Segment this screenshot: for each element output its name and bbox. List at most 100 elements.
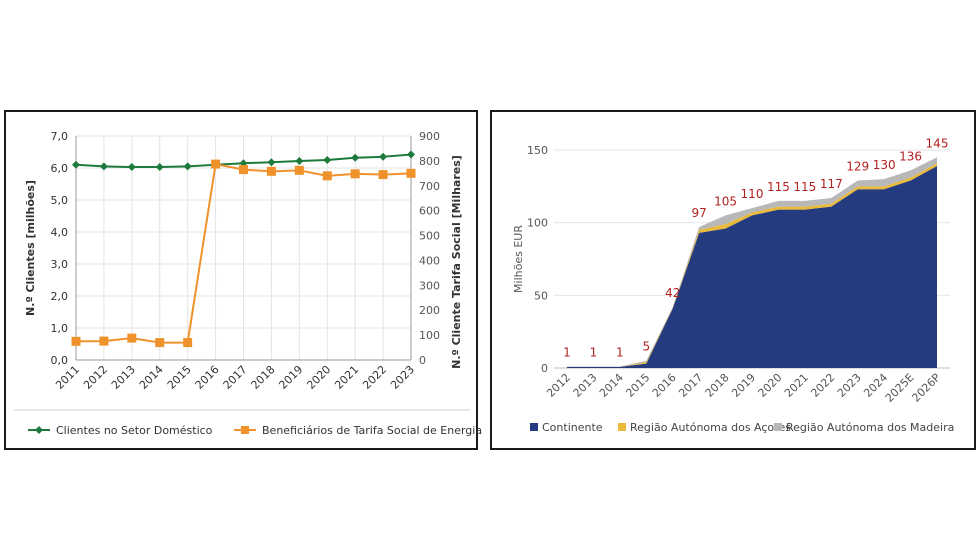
x-tick-label: 2013 xyxy=(571,371,600,400)
x-tick-label: 2011 xyxy=(53,363,82,392)
legend-label: Clientes no Setor Doméstico xyxy=(56,424,213,437)
legend-label: Região Autónoma dos Madeira xyxy=(786,421,954,434)
total-data-label: 1 xyxy=(616,346,624,360)
data-point-domestic xyxy=(99,162,108,171)
data-point-tarifa-social xyxy=(239,165,248,175)
x-tick-label: 2017 xyxy=(221,363,250,392)
legend-label: Continente xyxy=(542,421,603,434)
legend-marker xyxy=(35,426,43,434)
legend-marker xyxy=(241,426,249,434)
data-point-domestic xyxy=(267,158,276,167)
total-data-label: 42 xyxy=(665,286,680,300)
data-point-tarifa-social xyxy=(322,171,332,181)
y-tick-left: 6,0 xyxy=(51,162,69,175)
y-tick-left: 5,0 xyxy=(51,194,69,207)
y-tick-right: 0 xyxy=(419,354,426,367)
x-tick-label: 2020 xyxy=(304,363,333,392)
chart-left-svg: 0,0 1,0 2,0 3,0 4,0 5,0 6,0 7,0 0 100 200 300 400 500… xyxy=(14,130,482,437)
y-tick-left: 2,0 xyxy=(51,290,69,303)
y-tick: 50 xyxy=(534,289,548,302)
x-tick-label: 2016 xyxy=(193,363,222,392)
data-point-domestic xyxy=(323,156,332,164)
data-point-domestic xyxy=(72,160,80,169)
x-tick-label: 2020 xyxy=(756,371,785,400)
x-tick-label: 2019 xyxy=(729,371,758,400)
total-data-label: 115 xyxy=(767,180,790,194)
total-data-label: 5 xyxy=(642,340,650,354)
data-point-tarifa-social xyxy=(71,336,81,346)
legend-swatch xyxy=(618,423,626,431)
x-tick-label: 2025E xyxy=(883,371,917,405)
area-series-1 xyxy=(567,163,937,367)
x-tick-label: 2014 xyxy=(137,363,166,392)
data-point-tarifa-social xyxy=(294,165,304,175)
total-data-label: 129 xyxy=(846,160,869,174)
data-point-tarifa-social xyxy=(266,166,276,176)
data-point-tarifa-social xyxy=(211,159,221,169)
chart-left-panel: 0,0 1,0 2,0 3,0 4,0 5,0 6,0 7,0 0 100 200 300 400 500… xyxy=(4,110,482,450)
y-tick-right: 800 xyxy=(419,155,440,168)
y-tick-right: 400 xyxy=(419,254,440,267)
total-data-label: 1 xyxy=(590,346,598,360)
total-data-label: 115 xyxy=(793,180,816,194)
x-tick-label: 2014 xyxy=(597,371,626,400)
total-data-label: 97 xyxy=(692,206,707,220)
total-data-label: 110 xyxy=(741,187,764,201)
y-tick-right: 500 xyxy=(419,230,440,243)
area-series-2 xyxy=(567,157,937,367)
x-tick-label: 2015 xyxy=(165,363,194,392)
area-series-0 xyxy=(567,165,937,368)
total-data-label: 1 xyxy=(563,346,571,360)
y-axis-title-left: N.º Clientes [milhões] xyxy=(24,180,37,316)
data-point-domestic xyxy=(407,150,415,159)
legend-swatch xyxy=(774,423,782,431)
y-tick-right: 700 xyxy=(419,180,440,193)
x-tick-label: 2022 xyxy=(360,363,389,392)
data-point-tarifa-social xyxy=(378,170,388,180)
data-point-tarifa-social xyxy=(183,338,193,348)
legend-label: Região Autónoma dos Açores xyxy=(630,421,791,434)
x-tick-label: 2019 xyxy=(276,363,305,392)
total-data-label: 145 xyxy=(926,136,949,150)
data-point-tarifa-social xyxy=(127,333,137,343)
x-tick-label: 2021 xyxy=(782,371,811,400)
x-tick-label: 2016 xyxy=(650,371,679,400)
data-point-tarifa-social xyxy=(350,169,360,179)
y-tick-left: 4,0 xyxy=(51,226,69,239)
x-tick-label: 2015 xyxy=(623,371,652,400)
chart-right-panel: 0 50 100 150 1 1 1 5 42 97 105 110 115 115 117 129 130 13… xyxy=(490,110,976,450)
x-tick-label: 2013 xyxy=(109,363,138,392)
y-axis-title-right: N.º Cliente Tarifa Social [Milhares] xyxy=(450,155,463,369)
total-data-label: 105 xyxy=(714,194,737,208)
x-tick-label: 2018 xyxy=(703,371,732,400)
y-tick: 100 xyxy=(527,217,548,230)
y-tick-right: 100 xyxy=(419,329,440,342)
y-tick-right: 600 xyxy=(419,205,440,218)
y-tick-left: 3,0 xyxy=(51,258,69,271)
x-tick-label: 2017 xyxy=(676,371,705,400)
x-tick-label: 2021 xyxy=(332,363,361,392)
x-tick-label: 2012 xyxy=(81,363,110,392)
y-axis-title: Milhões EUR xyxy=(512,225,525,293)
y-tick-left: 1,0 xyxy=(51,322,69,335)
total-data-label: 117 xyxy=(820,177,843,191)
total-data-label: 130 xyxy=(873,158,896,172)
x-tick-label: 2012 xyxy=(544,371,573,400)
x-tick-label: 2023 xyxy=(388,363,417,392)
data-point-domestic xyxy=(295,156,304,165)
y-tick-right: 200 xyxy=(419,304,440,317)
data-point-domestic xyxy=(155,163,164,172)
y-tick: 150 xyxy=(527,144,548,157)
data-point-domestic xyxy=(183,162,192,171)
x-tick-label: 2026P xyxy=(909,371,943,405)
y-tick-right: 300 xyxy=(419,279,440,292)
total-data-label: 136 xyxy=(899,149,922,163)
x-tick-label: 2022 xyxy=(808,371,837,400)
data-point-domestic xyxy=(351,153,360,162)
y-tick-right: 900 xyxy=(419,130,440,143)
x-tick-label: 2023 xyxy=(835,371,864,400)
x-tick-label: 2018 xyxy=(249,363,278,392)
y-tick: 0 xyxy=(541,362,548,375)
data-point-tarifa-social xyxy=(406,168,416,178)
